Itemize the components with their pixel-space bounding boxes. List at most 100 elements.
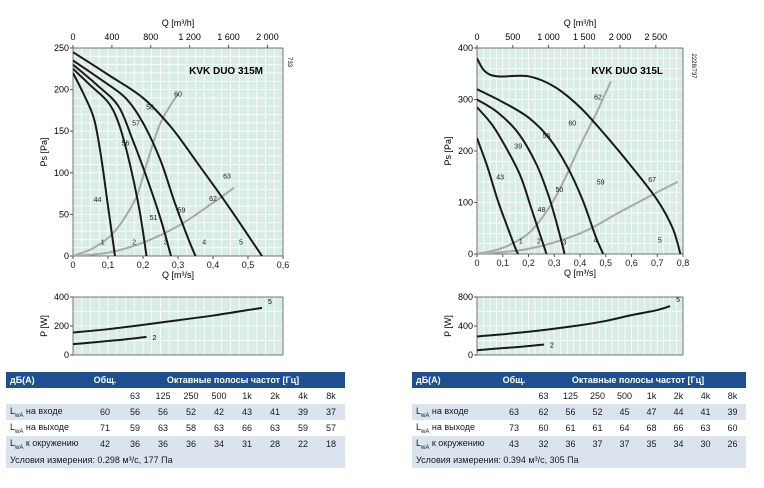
x2-tick-label: 800 — [143, 32, 158, 42]
band-empty — [6, 388, 89, 404]
table-row: LwA к окружению 43 32 36 37 37 35 34 30 … — [412, 436, 746, 452]
band-freq: 2k — [261, 388, 289, 404]
y-tick-label: 100 — [54, 168, 69, 178]
x2-tick-label: 2 500 — [645, 32, 668, 42]
band-freq: 4k — [692, 388, 719, 404]
chart-kvk-duo-315l: 0 0,1 0,2 0,3 0,4 0,5 0,6 0,7 0,8Q [m³/s]0100200… — [443, 18, 696, 360]
x2-tick-label: 1 500 — [573, 32, 596, 42]
row-value: 41 — [692, 404, 719, 420]
power-y-tick-label: 0 — [64, 350, 69, 360]
row-value: 34 — [665, 436, 692, 452]
curve-point-label: 3 — [563, 240, 567, 247]
row-value: 26 — [719, 436, 746, 452]
row-value: 52 — [584, 404, 611, 420]
row-value: 63 — [205, 420, 233, 436]
power-y-tick-label: 800 — [458, 292, 473, 302]
row-value: 43 — [233, 404, 261, 420]
band-empty — [89, 388, 121, 404]
row-value: 37 — [584, 436, 611, 452]
band-freq: 1k — [233, 388, 261, 404]
band-freq: 2k — [665, 388, 692, 404]
x-tick-label: 0,6 — [277, 260, 290, 270]
system-curve — [477, 181, 679, 254]
fan-curve-2 — [73, 68, 148, 256]
curve-point-label: 39 — [514, 143, 522, 150]
row-value: 41 — [261, 404, 289, 420]
row-value: 36 — [121, 436, 149, 452]
power-y-axis-label: P [W] — [39, 315, 49, 337]
row-value: 64 — [611, 420, 638, 436]
y-tick-label: 50 — [59, 209, 69, 219]
band-freq: 500 — [611, 388, 638, 404]
x2-tick-label: 2 000 — [256, 32, 279, 42]
power-y-tick-label: 400 — [54, 292, 69, 302]
row-total: 43 — [498, 436, 530, 452]
fan-curve-4 — [73, 59, 197, 256]
row-value: 63 — [149, 420, 177, 436]
row-value: 52 — [177, 404, 205, 420]
row-value: 34 — [205, 436, 233, 452]
header-db: дБ(A) — [412, 372, 498, 388]
row-value: 37 — [611, 436, 638, 452]
y-tick-label: 400 — [458, 43, 473, 53]
y-tick-label: 200 — [54, 85, 69, 95]
chart-title: KVK DUO 315L — [591, 66, 663, 77]
y-tick-label: 0 — [468, 249, 473, 259]
row-total: 42 — [89, 436, 121, 452]
sound-table-315m: дБ(A) Общ. Октавные полосы частот [Гц] 6… — [6, 372, 345, 468]
header-octave-bands: Октавные полосы частот [Гц] — [530, 372, 746, 388]
chart-kvk-duo-315m: 0 0,1 0,2 0,3 0,4 0,5 0,6Q [m³/s]0501001502002… — [39, 18, 292, 360]
band-freq: 250 — [584, 388, 611, 404]
x-tick-label: 0,2 — [522, 258, 535, 268]
system-curve — [477, 81, 612, 254]
curve-point-label: 59 — [178, 208, 186, 215]
row-value: 61 — [557, 420, 584, 436]
curve-point-label: 44 — [94, 197, 102, 204]
table-row: LwA на выходе 71 59 63 58 63 66 63 59 57 — [6, 420, 345, 436]
fan-curve-4 — [477, 88, 605, 254]
row-label: LwA на входе — [412, 404, 498, 420]
x-tick-label: 0,1 — [496, 258, 509, 268]
x2-tick-label: 2 000 — [609, 32, 632, 42]
curve-point-label: 60 — [174, 91, 182, 98]
band-freq: 250 — [177, 388, 205, 404]
curve-point-label: 56 — [122, 140, 130, 147]
system-curve — [73, 93, 179, 256]
power-curve-2 — [477, 343, 545, 352]
x-tick-label: 0,5 — [599, 258, 612, 268]
row-value: 57 — [317, 420, 345, 436]
x-tick-label: 0,3 — [172, 260, 185, 270]
curve-point-label: 2 — [537, 239, 541, 246]
x2-tick-label: 400 — [104, 32, 119, 42]
fan-curve-5 — [477, 57, 682, 254]
row-value: 59 — [121, 420, 149, 436]
y-axis-label: Ps [Pa] — [39, 137, 49, 166]
table-row: LwA на входе 63 62 56 52 45 47 44 41 39 — [412, 404, 746, 420]
fan-curve-5 — [73, 51, 263, 256]
row-value: 31 — [233, 436, 261, 452]
band-freq: 125 — [557, 388, 584, 404]
band-empty — [412, 388, 498, 404]
band-freq: 125 — [149, 388, 177, 404]
row-value: 32 — [530, 436, 557, 452]
power-curve-label: 5 — [676, 297, 680, 304]
row-value: 66 — [233, 420, 261, 436]
row-value: 63 — [692, 420, 719, 436]
x2-axis-label: Q [m³/h] — [564, 18, 597, 28]
row-value: 36 — [149, 436, 177, 452]
curve-point-label: 51 — [150, 215, 158, 222]
curve-point-label: 67 — [648, 177, 656, 184]
power-y-tick-label: 200 — [54, 321, 69, 331]
row-value: 60 — [530, 420, 557, 436]
x2-tick-label: 1 200 — [178, 32, 201, 42]
curve-point-label: 1 — [519, 239, 523, 246]
measurement-conditions: Условия измерения: 0.394 м³/с, 305 Па — [412, 452, 746, 468]
row-value: 45 — [611, 404, 638, 420]
row-value: 61 — [584, 420, 611, 436]
row-value: 68 — [638, 420, 665, 436]
power-y-tick-label: 0 — [468, 350, 473, 360]
y-tick-label: 150 — [54, 126, 69, 136]
x-tick-label: 0,3 — [548, 258, 561, 268]
band-freq: 63 — [121, 388, 149, 404]
